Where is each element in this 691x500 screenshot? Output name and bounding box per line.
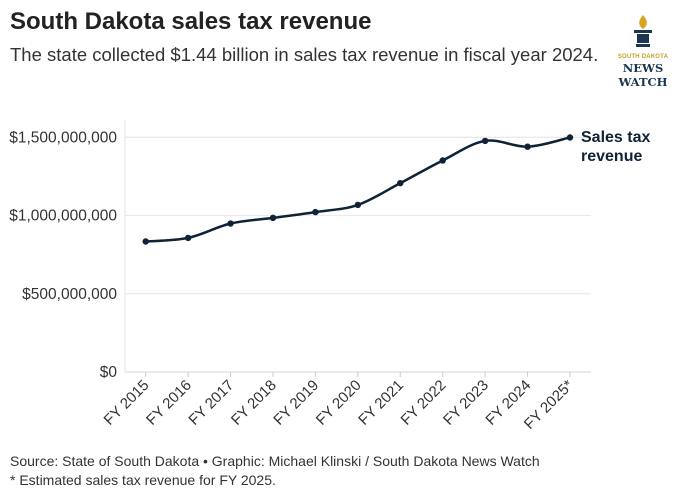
x-tick-label: FY 2021 [355, 377, 407, 429]
source-note: Source: State of South Dakota • Graphic:… [10, 453, 540, 469]
data-point [566, 134, 574, 141]
data-point [397, 179, 404, 187]
data-point [184, 234, 192, 242]
data-point [524, 143, 531, 150]
y-tick-label: $1,500,000,000 [9, 129, 117, 146]
x-tick-label: FY 2019 [270, 377, 322, 429]
data-point [142, 238, 149, 245]
series-line [145, 136, 571, 243]
x-tick-label: FY 2022 [398, 377, 450, 429]
y-tick-label: $500,000,000 [22, 286, 117, 303]
torch-icon [634, 15, 652, 47]
news-watch-logo: SOUTH DAKOTA NEWS WATCH [610, 14, 676, 89]
chart-subtitle: The state collected $1.44 billion in sal… [10, 44, 599, 65]
x-tick-label: FY 2016 [143, 377, 195, 429]
data-point [354, 201, 362, 209]
logo-text-watch: WATCH [618, 75, 668, 89]
x-tick-label: FY 2017 [185, 377, 237, 429]
series-label: revenue [581, 148, 642, 165]
data-point [227, 220, 234, 227]
logo-text-state: SOUTH DAKOTA [617, 54, 669, 60]
data-point [439, 157, 446, 164]
data-point [481, 137, 489, 145]
x-tick-label: FY 2020 [313, 377, 365, 429]
line-chart: $0 $500,000,000 $1,000,000,000 $1,500,000,0… [9, 120, 650, 433]
data-point [269, 214, 277, 222]
logo-text-news: NEWS [622, 61, 664, 75]
x-tick-label: FY 2018 [228, 377, 280, 429]
data-point [312, 208, 319, 216]
x-tick-label: FY 2015 [101, 377, 153, 429]
x-tick-label: FY 2023 [440, 377, 492, 429]
series-label: Sales tax [581, 129, 650, 146]
chart-title: South Dakota sales tax revenue [10, 8, 372, 35]
footnote: * Estimated sales tax revenue for FY 202… [10, 472, 276, 488]
y-tick-label: $1,000,000,000 [9, 208, 117, 225]
y-tick-label: $0 [100, 364, 118, 381]
